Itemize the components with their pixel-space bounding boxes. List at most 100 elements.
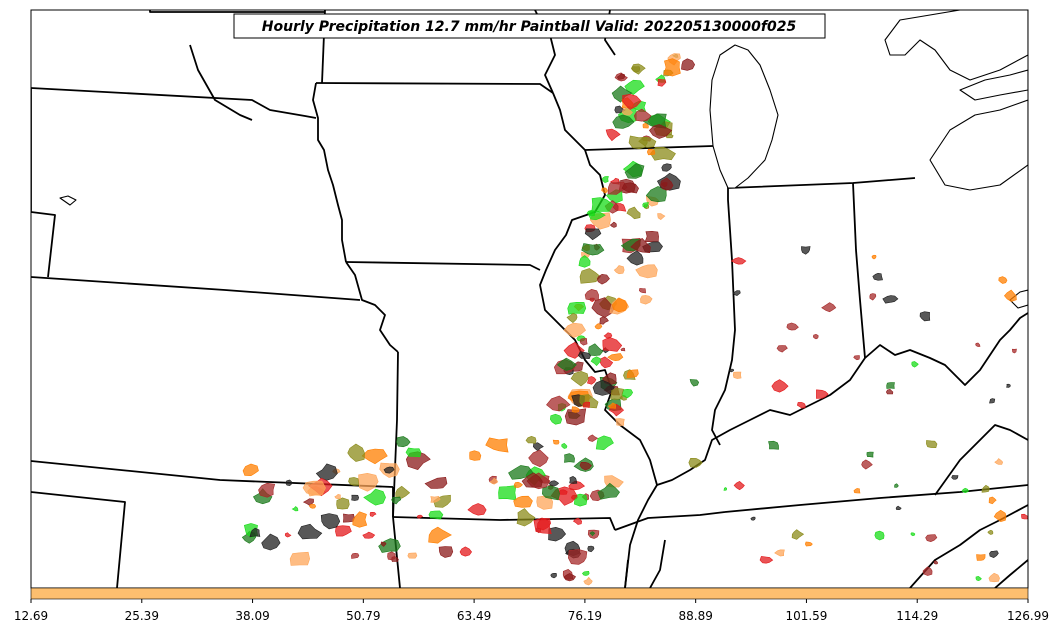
colorbar-tick-label: 63.49 (457, 609, 491, 623)
precip-cell (871, 254, 877, 260)
precip-cell (635, 264, 658, 279)
precip-cell (628, 135, 648, 150)
precip-cell (430, 495, 441, 503)
border-in-oh (852, 182, 866, 359)
precip-cell (602, 336, 623, 352)
precip-cell (579, 462, 592, 471)
border-mississippi (539, 92, 658, 588)
precip-cell (853, 488, 861, 494)
precip-cell (581, 243, 605, 256)
precip-cell (615, 418, 625, 426)
precip-cell (919, 311, 931, 322)
precip-cell (821, 302, 837, 313)
precip-cell (258, 482, 276, 498)
precip-cell (584, 288, 599, 301)
border-ks-ok (31, 460, 394, 488)
precip-cell (732, 371, 742, 379)
precip-cell (732, 290, 741, 296)
precip-cell (663, 58, 681, 77)
colorbar-tick-label: 25.39 (125, 609, 159, 623)
precip-cell (994, 458, 1004, 465)
border-bootheel (614, 511, 726, 531)
precip-cell (642, 122, 649, 129)
precip-cell (1006, 383, 1011, 388)
precip-cell (861, 459, 873, 470)
precip-cell (315, 463, 338, 481)
precip-cell (261, 533, 281, 551)
precip-cell (249, 527, 261, 538)
precip-cell (1011, 348, 1017, 354)
precip-cell (689, 379, 700, 387)
lake-michigan (709, 44, 779, 189)
precip-cell (626, 250, 644, 266)
precip-cell (396, 436, 411, 448)
colorbar-tick-label: 88.89 (678, 609, 712, 623)
precip-cell (525, 435, 537, 444)
colorbar (30, 587, 1029, 600)
precip-cell (570, 370, 589, 387)
precip-cell (532, 442, 544, 452)
lake-superior-edge (884, 10, 1028, 81)
precip-cell (599, 356, 614, 369)
precip-cell (661, 163, 672, 172)
border-mn-ia (315, 82, 554, 94)
title-box: Hourly Precipitation 12.7 mm/hr Paintbal… (233, 13, 826, 39)
precip-cell (730, 257, 747, 265)
colorbar-tick-label: 50.79 (346, 609, 380, 623)
precip-cell (566, 313, 578, 323)
precip-cell (489, 477, 499, 485)
precip-cell (579, 338, 588, 346)
precip-cell (567, 301, 587, 315)
state-borders (31, 10, 1028, 588)
precip-cell (309, 503, 317, 509)
precip-cell (548, 526, 566, 542)
precip-cell (579, 268, 601, 284)
precip-cell (569, 476, 578, 484)
precip-cell (577, 351, 591, 360)
precip-cell (564, 408, 587, 426)
precip-cell (642, 202, 649, 208)
precip-cell (391, 496, 402, 505)
precip-cell (601, 176, 609, 183)
precip-cell (988, 572, 1000, 583)
precip-cell (882, 295, 899, 304)
precip-cell (416, 514, 424, 519)
precip-cell (644, 230, 659, 242)
precip-cell (786, 322, 799, 331)
precip-cell (759, 556, 774, 564)
border-tn-south (649, 539, 666, 588)
precip-cell (601, 187, 608, 194)
precip-cell (1021, 513, 1028, 520)
precip-cell (911, 361, 919, 368)
precip-cell (660, 177, 674, 191)
precip-cell (599, 316, 609, 325)
precip-cell (776, 345, 788, 353)
precip-cell (369, 511, 377, 517)
colorbar-ticks: 12.69 25.39 38.09 50.79 63.49 76.19 88.89 101.5… (14, 599, 1049, 623)
precip-cell (853, 355, 860, 361)
precip-cell (597, 482, 620, 500)
precip-cell (289, 551, 311, 566)
precip-cell (910, 532, 916, 537)
lake-erie-edge (1009, 289, 1028, 309)
precip-cell (975, 575, 982, 582)
small-lake (59, 195, 77, 206)
precip-cell (961, 487, 970, 494)
precip-cell (723, 487, 728, 491)
precip-cell (297, 523, 323, 540)
precip-cell (624, 163, 645, 179)
precip-cell (993, 509, 1007, 523)
border-co (31, 491, 126, 588)
precip-cell (649, 124, 673, 139)
map-area (31, 10, 1028, 588)
precip-cell (550, 573, 557, 579)
colorbar-tick-label: 126.99 (1007, 609, 1049, 623)
precip-cell (607, 353, 624, 362)
precip-cell (613, 265, 625, 275)
precip-cell (564, 453, 575, 463)
precip-cell (284, 532, 292, 538)
precip-cell (467, 503, 487, 516)
precip-cell (516, 508, 536, 527)
great-lakes (59, 10, 1028, 309)
